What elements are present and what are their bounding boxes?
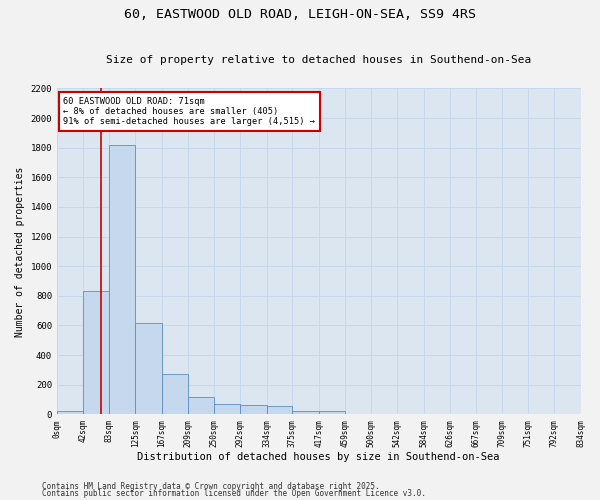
Text: Contains HM Land Registry data © Crown copyright and database right 2025.: Contains HM Land Registry data © Crown c…: [42, 482, 380, 491]
X-axis label: Distribution of detached houses by size in Southend-on-Sea: Distribution of detached houses by size …: [137, 452, 500, 462]
Y-axis label: Number of detached properties: Number of detached properties: [15, 166, 25, 336]
Bar: [292, 410, 319, 414]
Text: 60, EASTWOOD OLD ROAD, LEIGH-ON-SEA, SS9 4RS: 60, EASTWOOD OLD ROAD, LEIGH-ON-SEA, SS9…: [124, 8, 476, 20]
Bar: [266, 406, 292, 414]
Text: Contains public sector information licensed under the Open Government Licence v3: Contains public sector information licen…: [42, 489, 426, 498]
Bar: [162, 374, 188, 414]
Bar: [83, 292, 109, 414]
Bar: [240, 406, 266, 414]
Bar: [188, 396, 214, 414]
Bar: [109, 145, 136, 414]
Bar: [57, 412, 83, 414]
Bar: [136, 322, 162, 414]
Bar: [319, 412, 345, 414]
Text: 60 EASTWOOD OLD ROAD: 71sqm
← 8% of detached houses are smaller (405)
91% of sem: 60 EASTWOOD OLD ROAD: 71sqm ← 8% of deta…: [63, 96, 315, 126]
Title: Size of property relative to detached houses in Southend-on-Sea: Size of property relative to detached ho…: [106, 56, 532, 66]
Bar: [214, 404, 240, 414]
